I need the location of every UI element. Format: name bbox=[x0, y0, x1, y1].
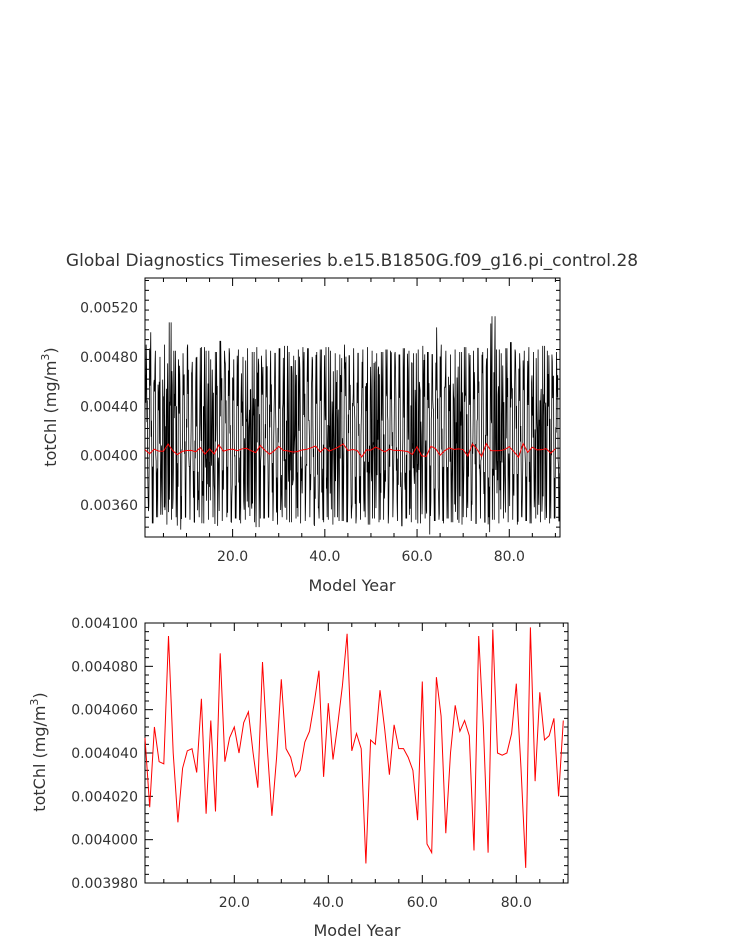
y-tick-label: 0.00480 bbox=[80, 350, 138, 366]
y-tick-label: 0.00360 bbox=[80, 498, 138, 514]
x-tick-label: 60.0 bbox=[407, 895, 438, 911]
chart-title: Global Diagnostics Timeseries b.e15.B185… bbox=[66, 251, 638, 271]
monthly-series-line bbox=[144, 316, 561, 535]
top-y-axis-label: totChl (mg/m3) bbox=[39, 347, 60, 466]
y-tick-label: 0.003980 bbox=[71, 876, 138, 892]
monthly-series-path bbox=[144, 316, 561, 535]
x-tick-label: 60.0 bbox=[401, 549, 432, 565]
y-tick-label: 0.00440 bbox=[80, 399, 138, 415]
y-tick-label: 0.00400 bbox=[80, 449, 138, 465]
bottom-y-axis-label: totChl (mg/m3) bbox=[28, 692, 49, 811]
x-tick-label: 40.0 bbox=[313, 895, 344, 911]
y-tick-label: 0.004040 bbox=[71, 746, 138, 762]
top-x-axis-label: Model Year bbox=[309, 576, 396, 595]
y-tick-label: 0.004020 bbox=[71, 789, 138, 805]
bottom-axis-ticks bbox=[145, 622, 568, 884]
y-tick-label: 0.004100 bbox=[71, 616, 138, 632]
top-tick-labels: 20.0 40.0 60.0 80.0 0.00360 0.00400 0.00440 0.0… bbox=[80, 301, 525, 565]
top-axis-ticks bbox=[145, 278, 560, 538]
top-panel: 20.0 40.0 60.0 80.0 0.00360 0.00400 0.00440 0.0… bbox=[39, 277, 561, 595]
annual-mean-series-path bbox=[144, 442, 556, 459]
x-tick-label: 40.0 bbox=[309, 549, 340, 565]
bottom-tick-labels: 20.0 40.0 60.0 80.0 0.003980 0.004000 0.004020… bbox=[71, 616, 532, 911]
annual-mean-series-path bbox=[144, 627, 564, 868]
y-tick-label: 0.004060 bbox=[71, 703, 138, 719]
y-tick-label: 0.004000 bbox=[71, 833, 138, 849]
y-tick-label: 0.004080 bbox=[71, 659, 138, 675]
bottom-panel: 20.0 40.0 60.0 80.0 0.003980 0.004000 0.004020… bbox=[28, 616, 569, 940]
x-tick-label: 20.0 bbox=[217, 549, 248, 565]
x-tick-label: 80.0 bbox=[501, 895, 532, 911]
annual-mean-series-line bbox=[144, 442, 556, 459]
x-tick-label: 20.0 bbox=[219, 895, 250, 911]
y-tick-label: 0.00520 bbox=[80, 301, 138, 317]
bottom-plot-frame bbox=[144, 622, 569, 884]
bottom-x-axis-label: Model Year bbox=[314, 921, 401, 940]
x-tick-label: 80.0 bbox=[494, 549, 525, 565]
bottom-annual-series-line bbox=[144, 627, 564, 868]
